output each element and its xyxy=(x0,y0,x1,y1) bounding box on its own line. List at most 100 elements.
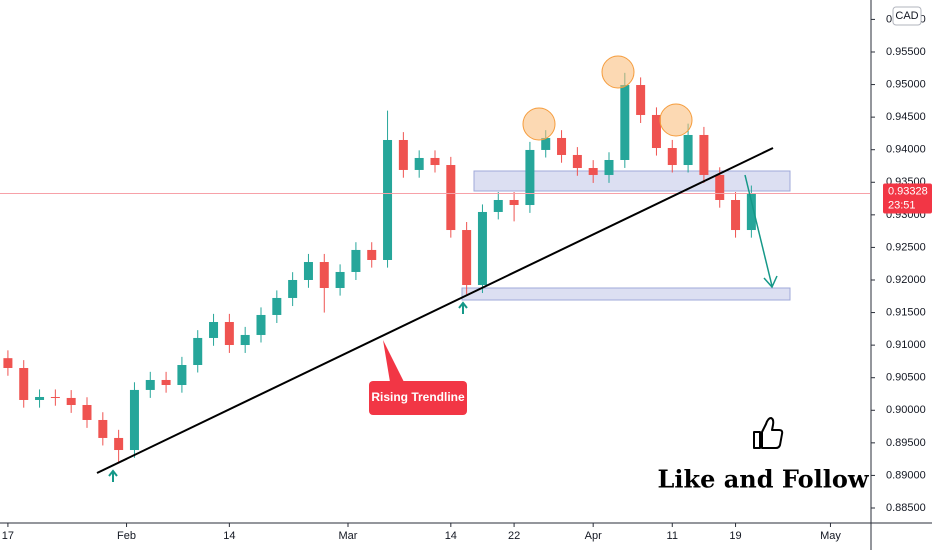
candle-body xyxy=(525,149,535,206)
x-tick-label: 14 xyxy=(223,530,235,542)
target-zone xyxy=(461,287,791,301)
candle-body xyxy=(572,154,582,169)
candle-body xyxy=(699,134,709,175)
callout-label: Rising Trendline xyxy=(371,390,465,404)
candle-body xyxy=(240,334,250,346)
candle-body xyxy=(82,405,92,420)
candle-body xyxy=(256,314,266,335)
up-arrow xyxy=(108,469,118,482)
last-price-label: 0.93328 xyxy=(888,185,928,197)
candle-body xyxy=(129,389,139,451)
y-tick-label: 0.94000 xyxy=(886,144,926,156)
price-axis-bg xyxy=(871,0,932,550)
x-tick-label: 14 xyxy=(445,530,457,542)
trendline xyxy=(96,147,774,474)
candle-body xyxy=(477,211,487,286)
candle-body xyxy=(430,157,440,166)
y-tick-label: 0.91000 xyxy=(886,339,926,351)
call-to-action: Like and Follow xyxy=(657,465,869,494)
candles-layer xyxy=(0,72,870,463)
candle-body xyxy=(272,297,282,315)
candle-body xyxy=(288,279,298,298)
candle-body xyxy=(319,262,329,289)
candle-body xyxy=(446,165,456,231)
x-tick-label: 11 xyxy=(667,530,678,542)
shoulder-circle xyxy=(522,107,556,141)
y-tick-label: 0.92000 xyxy=(886,274,926,286)
head-circle xyxy=(601,55,635,89)
candle-body xyxy=(351,249,361,272)
currency-label: CAD xyxy=(895,10,918,22)
drawings xyxy=(461,170,791,301)
x-tick-label: 19 xyxy=(729,530,741,542)
candle-body xyxy=(224,322,234,346)
candle-body xyxy=(66,397,76,406)
y-tick-label: 0.89000 xyxy=(886,469,926,481)
candle-body xyxy=(746,193,756,231)
candle-body xyxy=(636,85,646,115)
x-tick-label: Apr xyxy=(585,530,602,542)
candle-body xyxy=(651,114,661,149)
candle-body xyxy=(509,199,519,206)
callout-box xyxy=(369,381,467,415)
candle-body xyxy=(114,437,124,451)
candle-body xyxy=(161,379,171,386)
y-tick-label: 0.89500 xyxy=(886,437,926,449)
candle-body xyxy=(620,85,630,160)
currency-badge xyxy=(892,6,922,26)
candle-body xyxy=(731,199,741,231)
candle-body xyxy=(50,396,60,398)
candle-body xyxy=(493,199,503,212)
candle-body xyxy=(604,159,614,175)
candle-body xyxy=(209,322,219,338)
candle-body xyxy=(177,365,187,386)
y-tick-label: 0.95500 xyxy=(886,46,926,58)
drawings-top: Rising Trendline Like and Follow xyxy=(96,55,870,494)
x-tick-label: Feb xyxy=(117,530,136,542)
candle-body xyxy=(193,337,203,366)
candle-body xyxy=(367,249,377,260)
candle-body xyxy=(398,139,408,170)
countdown-label: 23:51 xyxy=(888,199,916,211)
candle-body xyxy=(303,262,313,280)
x-tick-label: 17 xyxy=(2,530,14,542)
last-price-badge xyxy=(883,183,932,214)
candle-body xyxy=(683,134,693,166)
candle-body xyxy=(98,419,108,438)
candle-body xyxy=(541,137,551,150)
candle-body xyxy=(35,396,45,400)
candle-body xyxy=(667,148,677,166)
y-tick-label: 0.90000 xyxy=(886,404,926,416)
arrow-head xyxy=(763,275,778,289)
y-tick-label: 0.91500 xyxy=(886,306,926,318)
candle-body xyxy=(145,379,155,390)
labels-layer: 0.960000.955000.950000.945000.940000.935… xyxy=(2,6,932,542)
candle-body xyxy=(3,358,13,368)
candle-body xyxy=(588,168,598,175)
x-tick-label: Mar xyxy=(339,530,358,542)
candle-body xyxy=(414,157,424,170)
x-tick-label: 22 xyxy=(508,530,520,542)
candle-body xyxy=(383,139,393,260)
y-tick-label: 0.90500 xyxy=(886,372,926,384)
time-axis-bg xyxy=(0,523,932,550)
x-tick-label: May xyxy=(820,530,841,542)
candle-body xyxy=(557,137,567,155)
y-tick-label: 0.95000 xyxy=(886,78,926,90)
thumbs-up-icon xyxy=(753,417,784,449)
shoulder-circle xyxy=(659,103,693,137)
y-tick-label: 0.94500 xyxy=(886,111,926,123)
callout-pointer xyxy=(383,340,404,382)
candle-body xyxy=(19,367,29,400)
projection-arrow xyxy=(744,174,773,287)
candle-body xyxy=(462,230,472,286)
resistance-zone xyxy=(473,170,791,192)
up-arrow xyxy=(458,301,468,314)
candle-body xyxy=(715,174,725,200)
y-tick-label: 0.88500 xyxy=(886,502,926,514)
y-tick-label: 0.92500 xyxy=(886,241,926,253)
candle-body xyxy=(335,271,345,289)
